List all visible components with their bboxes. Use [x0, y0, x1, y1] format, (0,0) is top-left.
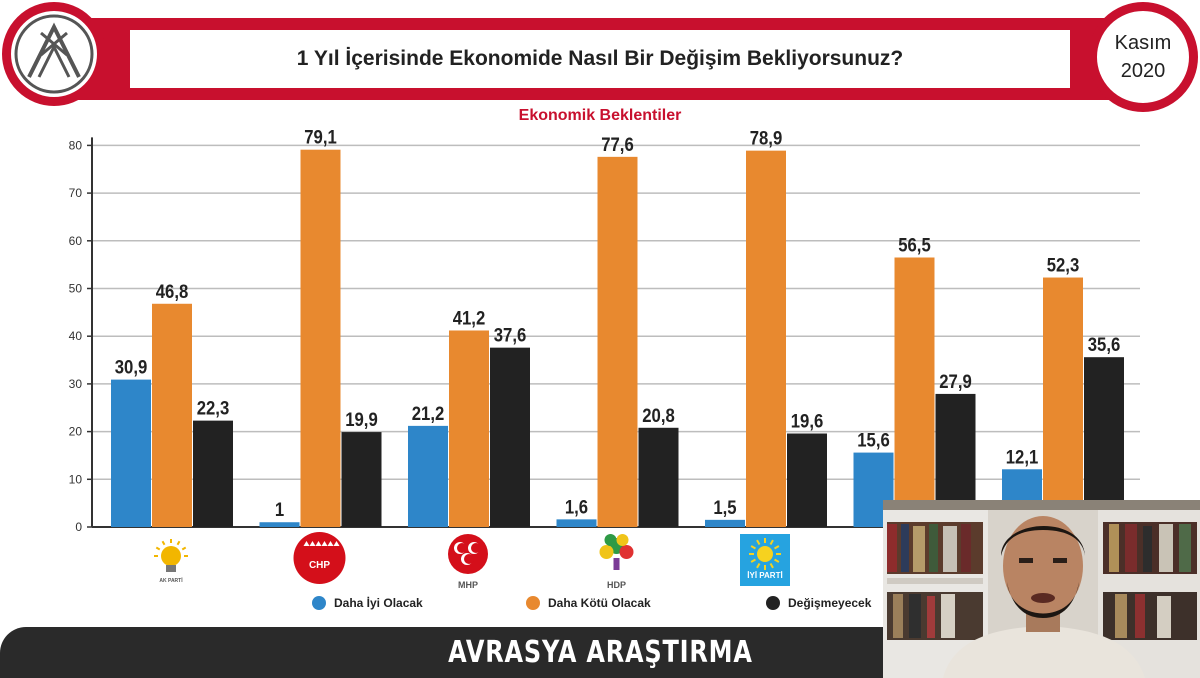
data-label: 77,6 — [601, 134, 634, 155]
akparti-logo-icon — [154, 539, 188, 572]
bar — [259, 522, 300, 527]
avrasya-logo-icon — [14, 14, 94, 94]
y-tick-label: 30 — [69, 377, 83, 391]
category-label: HDP — [607, 580, 626, 590]
bar — [1084, 357, 1124, 527]
webcam-overlay — [883, 500, 1200, 678]
header-title-box: 1 Yıl İçerisinde Ekonomide Nasıl Bir Değ… — [130, 30, 1070, 88]
y-tick-label: 80 — [69, 138, 83, 152]
bar — [1043, 277, 1083, 527]
bar — [746, 150, 786, 527]
data-label: 19,6 — [791, 411, 824, 432]
data-label: 30,9 — [115, 357, 148, 378]
webcam-video-image — [883, 500, 1200, 678]
bar — [787, 433, 827, 527]
legend-item-worse: Daha Kötü Olacak — [526, 596, 651, 610]
date-badge: Kasım 2020 — [1088, 2, 1198, 112]
data-label: 27,9 — [939, 371, 972, 392]
y-tick-label: 40 — [69, 329, 83, 343]
data-label: 52,3 — [1047, 255, 1080, 276]
bar — [341, 432, 382, 527]
data-label: 21,2 — [412, 403, 445, 424]
data-label: 41,2 — [453, 307, 486, 328]
footer-brand: AVRASYA ARAŞTIRMA — [447, 635, 753, 670]
data-label: 15,6 — [857, 430, 890, 451]
legend-item-better: Daha İyi Olacak — [312, 596, 423, 610]
bar — [705, 519, 745, 527]
y-tick-label: 0 — [75, 520, 82, 534]
category-label: İYİ PARTİ — [747, 571, 782, 580]
data-label: 37,6 — [494, 325, 527, 346]
data-label: 1 — [275, 499, 284, 520]
bar — [638, 427, 679, 527]
header-band: 1 Yıl İçerisinde Ekonomide Nasıl Bir Değ… — [40, 18, 1160, 100]
category-label: MHP — [458, 580, 478, 590]
bar — [152, 303, 192, 527]
data-label: 78,9 — [750, 128, 783, 149]
date-month: Kasım — [1114, 32, 1172, 54]
bar — [449, 330, 489, 527]
legend-label-worse: Daha Kötü Olacak — [548, 596, 651, 610]
bar — [408, 425, 448, 527]
page-title: 1 Yıl İçerisinde Ekonomide Nasıl Bir Değ… — [296, 47, 904, 70]
bar — [597, 156, 638, 527]
avrasya-logo — [2, 2, 106, 106]
y-tick-label: 60 — [69, 234, 83, 248]
date-year: 2020 — [1120, 60, 1166, 82]
data-label: 12,1 — [1006, 446, 1039, 467]
data-label: 19,9 — [345, 409, 378, 430]
y-tick-label: 10 — [69, 472, 83, 486]
hdp-logo-icon — [599, 534, 634, 570]
y-tick-label: 20 — [69, 425, 83, 439]
bar — [193, 420, 233, 527]
bar — [556, 519, 597, 527]
data-label: 20,8 — [642, 405, 675, 426]
legend-swatch-worse — [526, 596, 540, 610]
mhp-logo-icon — [448, 534, 488, 574]
legend-swatch-same — [766, 596, 780, 610]
data-label: 79,1 — [304, 127, 337, 148]
bar — [300, 149, 341, 527]
data-label: 56,5 — [898, 235, 931, 256]
bar — [111, 379, 151, 527]
data-label: 35,6 — [1088, 334, 1121, 355]
iyiparti-logo-icon — [740, 534, 790, 586]
bar — [490, 347, 530, 527]
legend-item-same: Değişmeyecek — [766, 596, 871, 610]
category-label: AK PARTİ — [159, 577, 183, 584]
data-label: 1,5 — [713, 497, 736, 518]
data-label: 22,3 — [197, 398, 230, 419]
bar-chart: 0 10 20 30 40 50 60 70 80 30,9 46,8 22,3 AK PARTİ 1 79… — [69, 127, 1140, 590]
chart-title: Ekonomik Beklentiler — [518, 107, 682, 124]
data-label: 46,8 — [156, 281, 189, 302]
data-label: 1,6 — [565, 496, 588, 517]
y-tick-label: 50 — [69, 282, 83, 296]
category-label: CHP — [309, 560, 330, 571]
bar — [894, 257, 935, 527]
legend-label-same: Değişmeyecek — [788, 596, 872, 610]
legend-swatch-better — [312, 596, 326, 610]
legend-label-better: Daha İyi Olacak — [334, 596, 423, 610]
chp-logo-icon — [293, 532, 346, 584]
y-tick-label: 70 — [69, 186, 83, 200]
